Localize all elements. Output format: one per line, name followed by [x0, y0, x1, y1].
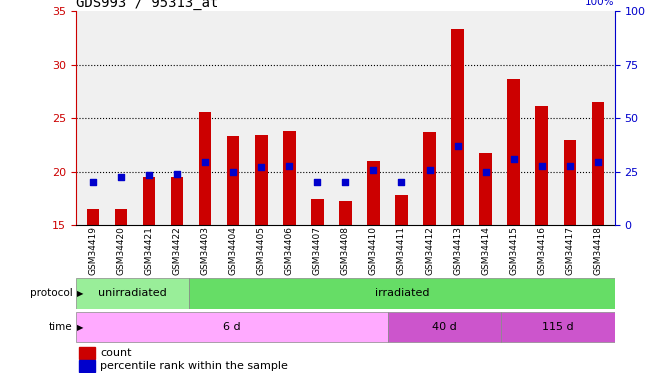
Bar: [199, 112, 212, 225]
Text: ▶: ▶: [77, 322, 84, 332]
Text: 40 d: 40 d: [432, 322, 457, 332]
Bar: [283, 131, 295, 225]
Text: GDS993 / 95313_at: GDS993 / 95313_at: [76, 0, 218, 10]
Text: 100%: 100%: [585, 0, 615, 7]
Point: [256, 164, 266, 170]
Bar: [143, 177, 155, 225]
Bar: [76, 278, 190, 309]
Bar: [79, 360, 95, 372]
Point: [87, 179, 98, 185]
Point: [564, 163, 575, 169]
Bar: [535, 106, 548, 225]
Bar: [367, 161, 379, 225]
Point: [452, 143, 463, 149]
Text: count: count: [100, 348, 132, 358]
Bar: [508, 79, 520, 225]
Bar: [388, 312, 501, 342]
Point: [537, 163, 547, 169]
Bar: [423, 132, 436, 225]
Point: [340, 179, 350, 185]
Text: percentile rank within the sample: percentile rank within the sample: [100, 361, 288, 371]
Point: [143, 172, 154, 178]
Bar: [395, 195, 408, 225]
Text: irradiated: irradiated: [375, 288, 430, 298]
Text: protocol: protocol: [30, 288, 73, 298]
Bar: [564, 140, 576, 225]
Point: [172, 171, 182, 177]
Point: [200, 159, 210, 165]
Bar: [79, 347, 95, 358]
Bar: [592, 102, 604, 225]
Bar: [479, 153, 492, 225]
Point: [228, 169, 239, 175]
Bar: [76, 312, 388, 342]
Text: time: time: [49, 322, 73, 332]
Bar: [255, 135, 268, 225]
Point: [284, 163, 295, 169]
Bar: [451, 29, 464, 225]
Text: 115 d: 115 d: [542, 322, 574, 332]
Point: [508, 156, 519, 162]
Point: [312, 179, 323, 185]
Bar: [311, 200, 324, 225]
Text: ▶: ▶: [77, 289, 84, 298]
Text: unirradiated: unirradiated: [98, 288, 167, 298]
Bar: [190, 278, 615, 309]
Point: [396, 179, 407, 185]
Bar: [171, 177, 183, 225]
Bar: [339, 201, 352, 225]
Bar: [501, 312, 615, 342]
Point: [116, 174, 126, 180]
Point: [593, 159, 603, 165]
Point: [424, 168, 435, 174]
Bar: [87, 209, 99, 225]
Bar: [227, 136, 239, 225]
Bar: [114, 209, 127, 225]
Text: 6 d: 6 d: [223, 322, 241, 332]
Point: [481, 169, 491, 175]
Point: [368, 168, 379, 174]
